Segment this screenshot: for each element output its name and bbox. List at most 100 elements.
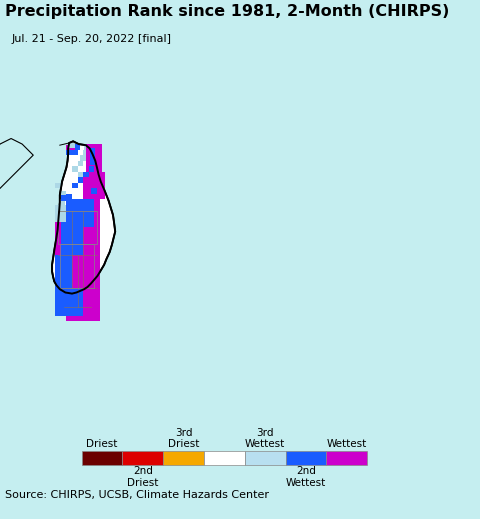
- Bar: [66, 222, 72, 227]
- Bar: [55, 238, 61, 244]
- Bar: [61, 222, 66, 227]
- Bar: [94, 177, 100, 183]
- Bar: [89, 199, 94, 205]
- Bar: [89, 288, 94, 294]
- Bar: [78, 211, 83, 216]
- Bar: [94, 244, 100, 249]
- Bar: [78, 233, 83, 238]
- Bar: [66, 227, 72, 233]
- Bar: [72, 261, 78, 266]
- Bar: [61, 233, 66, 238]
- Bar: [83, 316, 89, 321]
- Bar: [66, 305, 72, 310]
- Bar: [55, 277, 61, 282]
- Bar: [72, 271, 78, 277]
- Bar: [55, 310, 61, 316]
- Bar: [61, 271, 66, 277]
- Bar: [89, 233, 94, 238]
- Bar: [72, 288, 78, 294]
- Bar: [89, 222, 94, 227]
- Bar: [72, 211, 78, 216]
- Bar: [94, 172, 100, 177]
- Bar: [72, 249, 78, 255]
- Text: 2nd
Wettest: 2nd Wettest: [286, 466, 326, 488]
- Bar: [122, 451, 163, 465]
- Bar: [89, 310, 94, 316]
- Bar: [66, 288, 72, 294]
- Bar: [90, 159, 95, 165]
- Bar: [66, 227, 72, 233]
- Bar: [94, 249, 100, 255]
- Bar: [83, 205, 89, 211]
- Bar: [55, 233, 61, 238]
- Bar: [86, 166, 91, 172]
- Bar: [66, 310, 72, 316]
- Bar: [94, 316, 100, 321]
- Bar: [72, 183, 78, 188]
- Bar: [89, 266, 94, 271]
- Bar: [83, 294, 89, 299]
- Bar: [78, 172, 83, 177]
- Bar: [78, 227, 83, 233]
- Bar: [66, 244, 72, 249]
- Bar: [66, 255, 72, 261]
- Bar: [78, 205, 83, 211]
- Bar: [94, 238, 100, 244]
- Bar: [61, 233, 66, 238]
- Bar: [83, 172, 89, 177]
- Bar: [61, 238, 66, 244]
- Bar: [66, 211, 72, 216]
- Bar: [66, 238, 72, 244]
- Bar: [55, 261, 61, 266]
- Bar: [94, 282, 100, 288]
- Bar: [83, 244, 89, 249]
- Bar: [66, 227, 72, 233]
- Bar: [66, 233, 72, 238]
- Bar: [94, 277, 100, 282]
- Bar: [66, 211, 72, 216]
- Bar: [69, 143, 75, 148]
- Bar: [89, 238, 94, 244]
- Bar: [72, 205, 78, 211]
- Bar: [61, 266, 66, 271]
- Bar: [78, 177, 83, 183]
- Bar: [89, 249, 94, 255]
- Bar: [78, 222, 83, 227]
- Bar: [66, 244, 72, 249]
- Bar: [66, 233, 72, 238]
- Bar: [66, 299, 72, 305]
- Bar: [66, 271, 72, 277]
- Bar: [72, 199, 78, 205]
- Bar: [72, 216, 78, 222]
- Bar: [83, 227, 89, 233]
- Bar: [72, 266, 78, 271]
- Text: Jul. 21 - Sep. 20, 2022 [final]: Jul. 21 - Sep. 20, 2022 [final]: [12, 34, 172, 44]
- Bar: [66, 277, 72, 282]
- Bar: [286, 451, 326, 465]
- Bar: [72, 244, 78, 249]
- Bar: [61, 288, 66, 294]
- Bar: [66, 261, 72, 266]
- Bar: [61, 249, 66, 255]
- Bar: [72, 294, 78, 299]
- Bar: [72, 316, 78, 321]
- Bar: [78, 282, 83, 288]
- Bar: [86, 161, 91, 166]
- Bar: [78, 299, 83, 305]
- Bar: [86, 144, 91, 149]
- Bar: [94, 188, 100, 194]
- Bar: [78, 238, 83, 244]
- Bar: [78, 249, 83, 255]
- Bar: [89, 194, 94, 199]
- Bar: [72, 149, 78, 155]
- Bar: [78, 216, 83, 222]
- Bar: [66, 294, 72, 299]
- Bar: [66, 199, 72, 205]
- Bar: [72, 222, 78, 227]
- Bar: [78, 310, 83, 316]
- Bar: [72, 199, 78, 205]
- Bar: [78, 227, 83, 233]
- Bar: [83, 266, 89, 271]
- Bar: [72, 222, 78, 227]
- Bar: [78, 271, 83, 277]
